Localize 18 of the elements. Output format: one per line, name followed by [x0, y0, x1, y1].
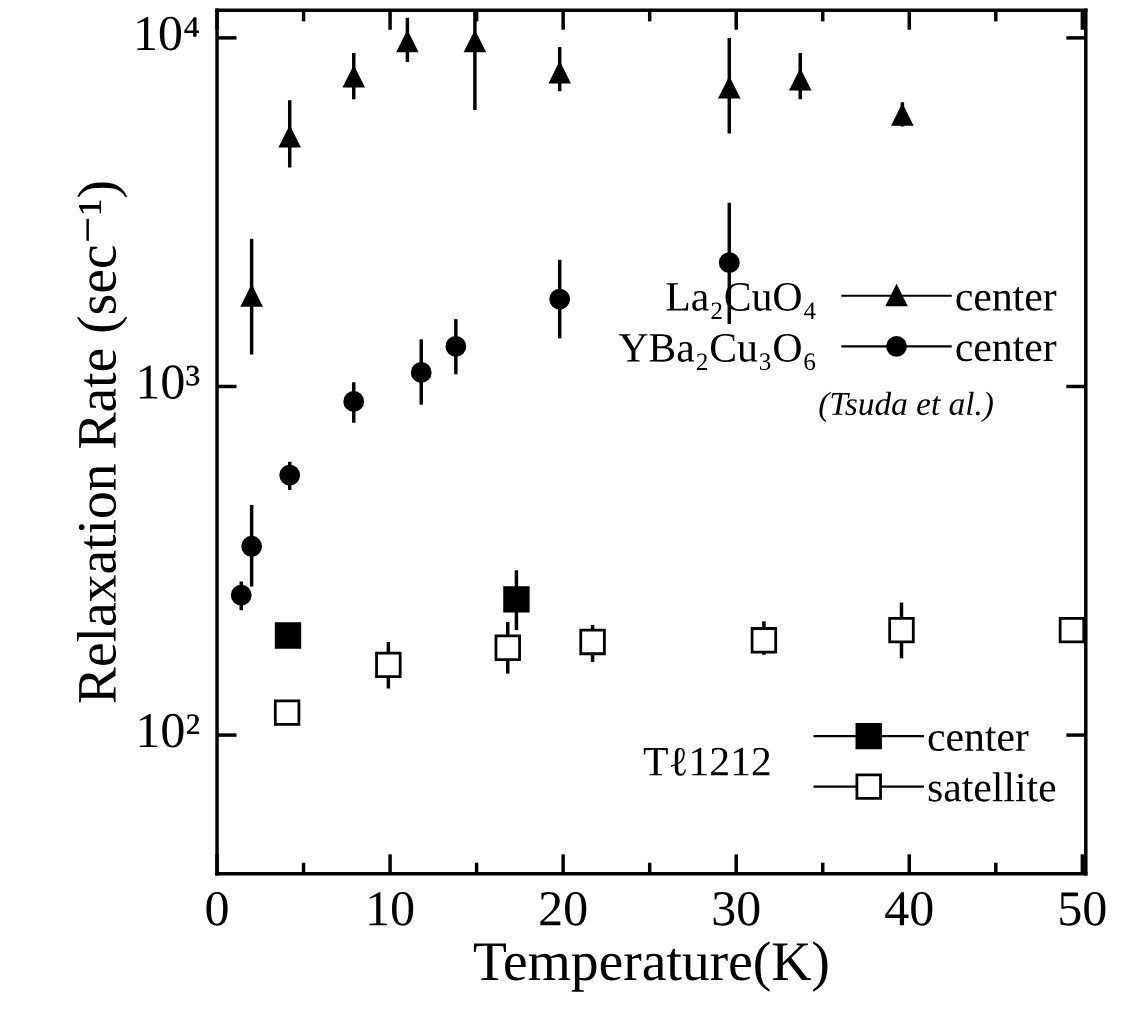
- legend-label: center: [956, 337, 1057, 362]
- legend-label: satellite: [928, 772, 1056, 802]
- y-tick-label: 10²: [139, 713, 200, 748]
- x-tick-label: 40: [885, 891, 933, 926]
- legend-label: center: [928, 727, 1029, 752]
- x-tick-label: 50: [1060, 891, 1106, 926]
- x-tick-label: 10: [369, 891, 414, 926]
- annotation: Tℓ1212: [643, 747, 770, 776]
- y-tick-label: 10⁴: [137, 16, 199, 51]
- x-axis-title: Temperature(K): [473, 941, 828, 992]
- y-tick-label: 10³: [139, 365, 200, 399]
- x-tick-label: 30: [713, 891, 760, 926]
- legend-label: center: [956, 286, 1057, 311]
- x-tick-label: 0: [206, 891, 228, 926]
- annotation: YBa₂Cu₃O₆: [618, 333, 816, 371]
- annotation: (Tsuda et al.): [819, 391, 993, 422]
- x-tick-label: 20: [540, 891, 587, 926]
- y-axis-title: Relaxation Rate (sec⁻¹): [76, 182, 128, 703]
